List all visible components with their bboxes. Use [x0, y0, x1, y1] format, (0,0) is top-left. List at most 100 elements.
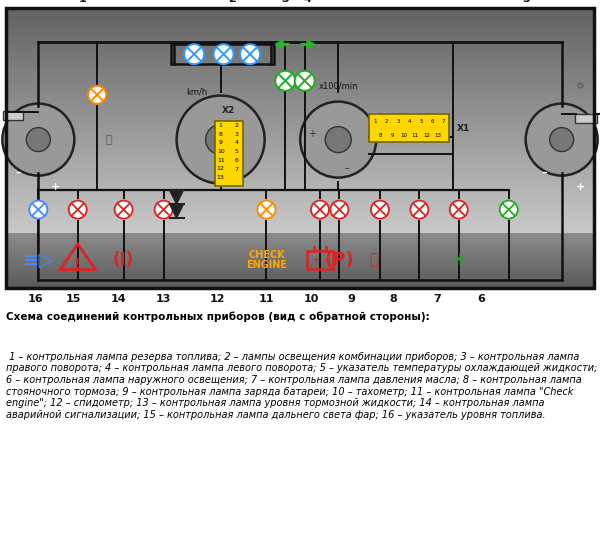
Bar: [6, 267, 594, 268]
Bar: [370, 115, 449, 142]
Bar: [6, 155, 594, 157]
Circle shape: [550, 128, 574, 151]
Text: 13: 13: [156, 294, 171, 304]
Bar: [6, 255, 594, 256]
Bar: [6, 237, 594, 239]
Text: 12: 12: [210, 294, 226, 304]
Text: 4: 4: [235, 141, 239, 146]
Bar: [6, 267, 594, 269]
Text: ✳: ✳: [452, 251, 466, 269]
Bar: [6, 85, 594, 87]
Bar: [6, 157, 594, 160]
Bar: [6, 284, 594, 285]
Circle shape: [2, 104, 74, 175]
Bar: [6, 97, 594, 99]
Bar: [6, 162, 594, 165]
Bar: [6, 237, 594, 238]
Bar: [6, 104, 594, 106]
Bar: [307, 251, 333, 269]
Bar: [6, 167, 594, 169]
Bar: [6, 283, 594, 286]
Circle shape: [29, 200, 47, 219]
Bar: [6, 272, 594, 273]
Bar: [6, 246, 594, 247]
Text: –: –: [15, 168, 20, 178]
Bar: [6, 265, 594, 266]
Text: 1: 1: [219, 123, 223, 128]
Text: 6: 6: [477, 294, 485, 304]
Text: 7: 7: [433, 294, 441, 304]
Bar: [6, 233, 594, 234]
Bar: [6, 250, 594, 251]
Bar: [6, 50, 594, 52]
Bar: [6, 39, 594, 41]
Text: X2: X2: [222, 106, 235, 116]
Bar: [6, 68, 594, 71]
Bar: [6, 260, 594, 261]
Bar: [6, 83, 594, 85]
Text: 10: 10: [217, 149, 224, 154]
Bar: [6, 136, 594, 138]
Text: 10: 10: [304, 294, 319, 304]
Bar: [6, 272, 594, 274]
Bar: [6, 150, 594, 153]
Circle shape: [257, 200, 275, 219]
Polygon shape: [170, 204, 184, 218]
Text: 3: 3: [396, 119, 400, 124]
Bar: [6, 213, 594, 216]
Text: 1: 1: [373, 119, 377, 124]
Bar: [6, 253, 594, 254]
Bar: [6, 241, 594, 244]
Bar: [6, 256, 594, 257]
Bar: [6, 115, 594, 118]
Bar: [6, 111, 594, 113]
Text: 11: 11: [217, 158, 224, 163]
Bar: [6, 279, 594, 280]
Bar: [6, 129, 594, 131]
Text: 6: 6: [430, 119, 434, 124]
Text: 12: 12: [217, 167, 224, 172]
Bar: [6, 225, 594, 228]
Bar: [6, 283, 594, 284]
Text: –: –: [344, 162, 349, 173]
Bar: [6, 12, 594, 15]
Text: 12: 12: [423, 133, 430, 138]
Bar: [6, 10, 594, 12]
Bar: [6, 266, 594, 267]
Text: CHECK: CHECK: [248, 250, 285, 260]
Bar: [6, 259, 594, 260]
Bar: [6, 274, 594, 276]
Text: 1 – контрольная лампа резерва топлива; 2 – лампы освещения комбинации приборов; : 1 – контрольная лампа резерва топлива; 2…: [6, 352, 598, 420]
Text: 4: 4: [407, 119, 411, 124]
Bar: [6, 276, 594, 277]
Bar: [6, 275, 594, 276]
Bar: [6, 181, 594, 183]
Bar: [6, 281, 594, 282]
Text: ≡▷: ≡▷: [23, 250, 54, 269]
Bar: [6, 8, 594, 10]
Bar: [6, 242, 594, 243]
Bar: [6, 43, 594, 45]
Circle shape: [184, 44, 204, 64]
Circle shape: [410, 200, 428, 219]
Bar: [6, 24, 594, 27]
Bar: [6, 183, 594, 185]
Bar: [6, 127, 594, 129]
Text: 8: 8: [389, 294, 397, 304]
Bar: [6, 22, 594, 24]
Bar: [6, 240, 594, 241]
Bar: [6, 141, 594, 143]
Bar: [6, 148, 594, 150]
Bar: [6, 268, 594, 269]
Bar: [6, 278, 594, 279]
Text: 8: 8: [219, 131, 223, 137]
Text: ENGINE: ENGINE: [246, 260, 287, 270]
Bar: [6, 109, 594, 111]
Bar: [6, 262, 594, 264]
Bar: [6, 258, 594, 259]
Bar: [6, 160, 594, 162]
Bar: [6, 52, 594, 55]
Text: 6: 6: [235, 158, 239, 163]
Bar: [6, 118, 594, 120]
Bar: [6, 239, 594, 241]
